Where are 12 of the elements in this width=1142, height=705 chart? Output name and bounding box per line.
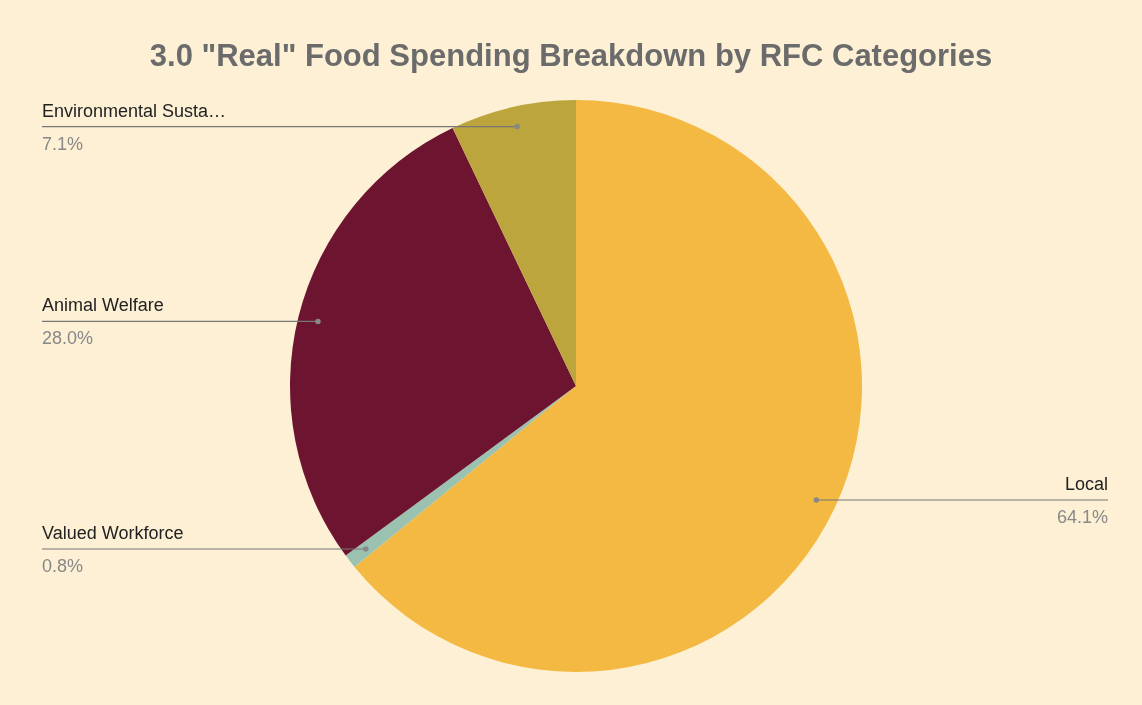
pie-slice [452, 100, 576, 386]
slice-label: Animal Welfare [42, 295, 164, 316]
pie-slice [290, 127, 576, 556]
slice-label: Valued Workforce [42, 523, 184, 544]
chart-title: 3.0 "Real" Food Spending Breakdown by RFC Categories [149, 38, 993, 73]
pie-slice [354, 100, 862, 672]
data-label: 0.8% [42, 556, 84, 577]
data-label: 7.1% [42, 133, 84, 154]
slice-label: Local [1064, 474, 1108, 494]
slice-label: Environmental Susta… [42, 100, 227, 121]
data-label: 28.0% [42, 328, 94, 349]
data-label: 64.1% [1056, 507, 1108, 527]
